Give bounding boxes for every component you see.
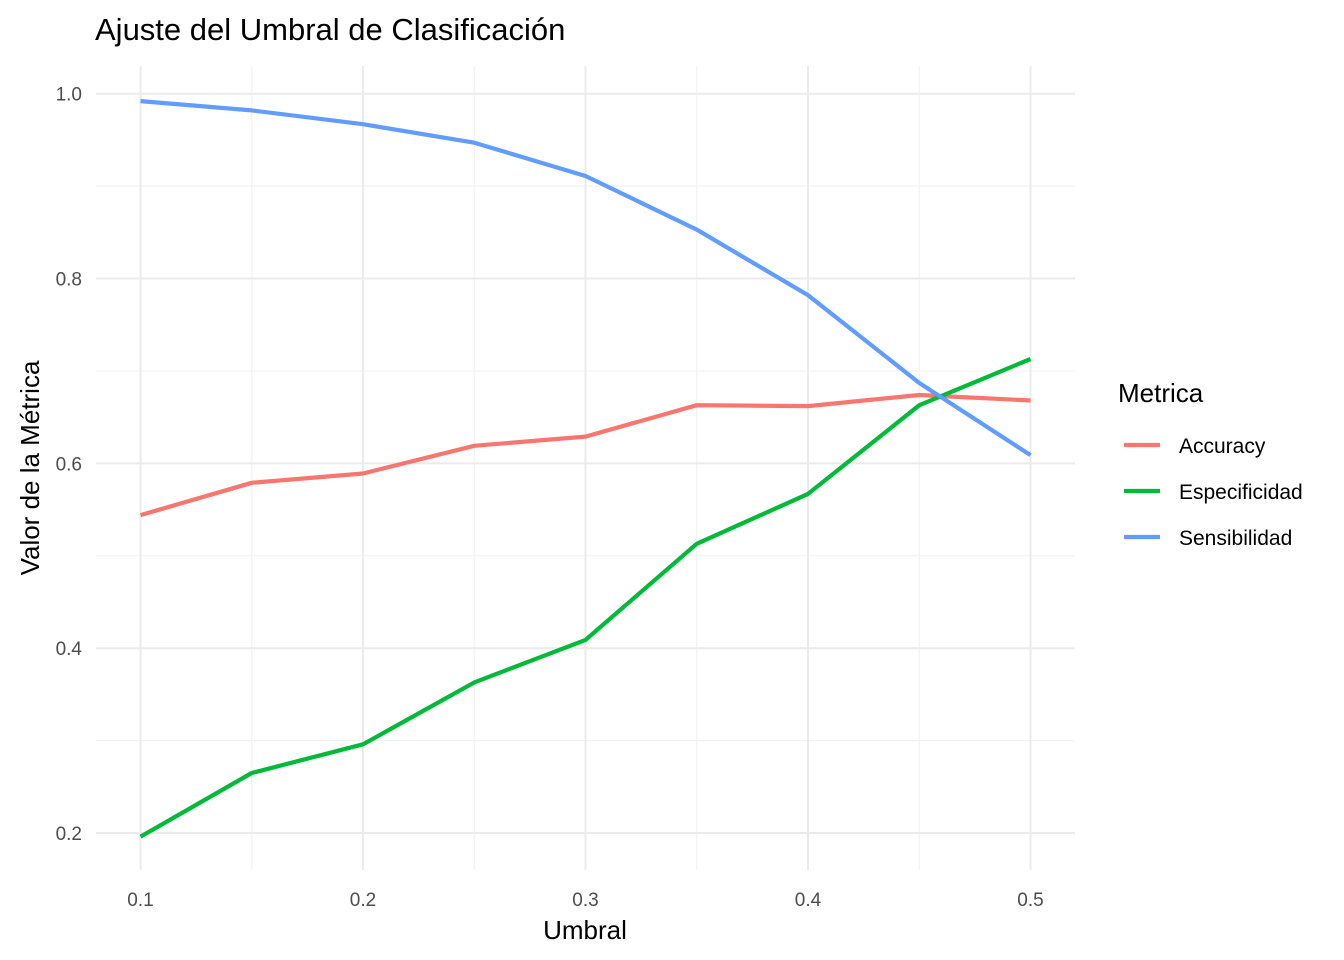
legend-label-accuracy: Accuracy <box>1179 435 1266 458</box>
series-line-accuracy <box>139 392 1031 518</box>
x-tick-label: 0.2 <box>350 890 376 911</box>
y-tick-label: 0.6 <box>56 454 82 475</box>
y-axis-title: Valor de la Métrica <box>15 360 45 575</box>
x-tick-label: 0.3 <box>572 890 598 911</box>
y-tick-label: 0.4 <box>56 639 83 660</box>
chart-title: Ajuste del Umbral de Clasificación <box>95 12 565 47</box>
y-tick-label: 1.0 <box>56 85 82 106</box>
plot-series <box>139 99 1032 839</box>
legend-label-especificidad: Especificidad <box>1179 481 1303 504</box>
legend: Metrica Accuracy Especificidad Sensibilida… <box>1118 378 1303 550</box>
series-line-especificidad <box>139 357 1032 839</box>
axis-ticks: 0.1 0.2 0.3 0.4 0.5 0.2 0.4 0.6 0.8 1.0 <box>56 85 1044 911</box>
x-tick-label: 0.4 <box>795 890 822 911</box>
series-line-sensibilidad <box>140 99 1032 457</box>
x-tick-label: 0.1 <box>127 890 153 911</box>
plot-grid <box>96 66 1075 870</box>
legend-title: Metrica <box>1118 378 1204 408</box>
legend-label-sensibilidad: Sensibilidad <box>1179 527 1292 550</box>
y-tick-label: 0.8 <box>56 270 82 291</box>
y-tick-label: 0.2 <box>56 824 82 845</box>
x-axis-title: Umbral <box>543 915 627 945</box>
x-tick-label: 0.5 <box>1017 890 1043 911</box>
